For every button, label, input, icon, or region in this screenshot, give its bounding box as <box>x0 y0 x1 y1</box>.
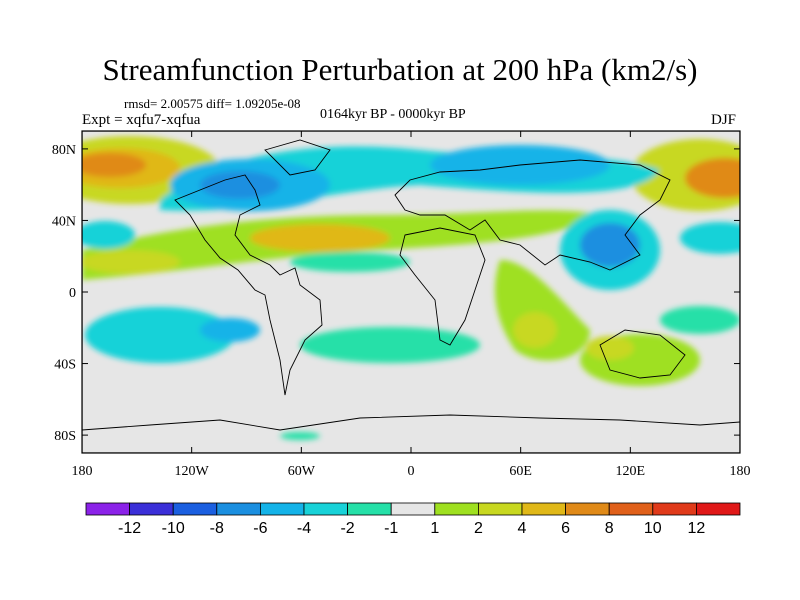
contour-field <box>82 131 740 453</box>
contour-arctic-negative-core <box>200 171 280 199</box>
colorbar-label: 8 <box>605 520 614 537</box>
colorbar-label: -6 <box>253 520 267 537</box>
contour-antarctic-negative <box>280 432 320 440</box>
colorbar-swatch <box>434 502 479 516</box>
colorbar-swatch <box>696 502 741 516</box>
x-tick-label: 180 <box>72 464 93 479</box>
y-axis: 80N 40N 0 40S 80S <box>52 143 740 444</box>
colorbar-swatch <box>303 502 348 516</box>
x-tick-label: 120E <box>616 464 646 479</box>
colorbar-label: -1 <box>384 520 398 537</box>
x-tick-label: 0 <box>408 464 415 479</box>
coastlines <box>82 139 740 431</box>
colorbar-label: 1 <box>430 520 439 537</box>
colorbar-label: 12 <box>688 520 706 537</box>
x-axis: 180 120W 60W 0 60E 120E 180 <box>72 131 751 479</box>
x-tick-label: 60E <box>509 464 532 479</box>
greenland-coast <box>264 139 331 176</box>
colorbar-label: 2 <box>474 520 483 537</box>
contour-south-pacific-negative <box>85 307 235 363</box>
x-tick-label: 180 <box>730 464 751 479</box>
antarctica-coast <box>82 414 740 431</box>
map-title: Streamfunction Perturbation at 200 hPa (… <box>102 52 698 87</box>
colorbar-swatch <box>172 502 218 516</box>
colorbar-label: 6 <box>561 520 570 537</box>
colorbar-label: -8 <box>210 520 224 537</box>
contour-pacific-positive <box>82 250 180 274</box>
season-label: DJF <box>711 112 737 128</box>
colorbar-label: 10 <box>644 520 662 537</box>
americas-coast <box>174 174 323 396</box>
y-tick-label: 40N <box>52 214 76 229</box>
colorbar: -12 -10 -8 -6 -4 -2 -1 1 2 4 6 8 10 12 <box>85 502 741 537</box>
colorbar-swatch <box>390 502 436 516</box>
contour-indian-positive-core <box>513 312 557 348</box>
australia-coast <box>599 329 686 379</box>
colorbar-swatch <box>129 502 174 516</box>
y-tick-label: 80N <box>52 143 76 158</box>
colorbar-swatch <box>565 502 610 516</box>
period-label: 0164kyr BP - 0000kyr BP <box>320 107 466 122</box>
x-tick-label: 120W <box>175 464 210 479</box>
colorbar-label: -2 <box>340 520 354 537</box>
y-tick-label: 0 <box>69 286 76 301</box>
contour-far-east-negative <box>680 222 740 254</box>
rmsd-diff-stats: rmsd= 2.00575 diff= 1.09205e-08 <box>124 96 301 111</box>
eurasia-coast <box>394 159 671 271</box>
contour-ne-positive-core <box>685 158 740 198</box>
contour-australia-positive-core <box>586 336 634 360</box>
contour-south-pacific-negative-core <box>200 318 260 342</box>
colorbar-swatch <box>259 502 305 516</box>
experiment-label: Expt = xqfu7-xqfua <box>82 112 201 128</box>
colorbar-swatch <box>216 502 261 516</box>
x-tick-label: 60W <box>288 464 316 479</box>
y-tick-label: 40S <box>54 358 76 373</box>
colorbar-swatch <box>521 502 566 516</box>
contour-east-negative <box>660 306 740 334</box>
colorbar-swatch <box>652 502 697 516</box>
contour-nw-positive-core <box>82 153 146 177</box>
colorbar-swatch <box>347 502 392 516</box>
contour-atlantic-negative <box>290 252 410 272</box>
colorbar-label: 4 <box>518 520 527 537</box>
colorbar-label: -10 <box>162 520 185 537</box>
contour-asia-negative-core <box>580 223 640 267</box>
contour-west-edge-negative <box>82 221 135 249</box>
colorbar-swatch <box>477 502 523 516</box>
y-tick-label: 80S <box>54 429 76 444</box>
contour-south-atlantic-negative <box>300 327 480 363</box>
contour-midlat-positive-core <box>250 224 390 252</box>
colorbar-label: -4 <box>297 520 311 537</box>
colorbar-swatch <box>608 502 654 516</box>
colorbar-label: -12 <box>118 520 141 537</box>
africa-coast <box>399 227 486 346</box>
colorbar-swatch <box>85 502 130 516</box>
